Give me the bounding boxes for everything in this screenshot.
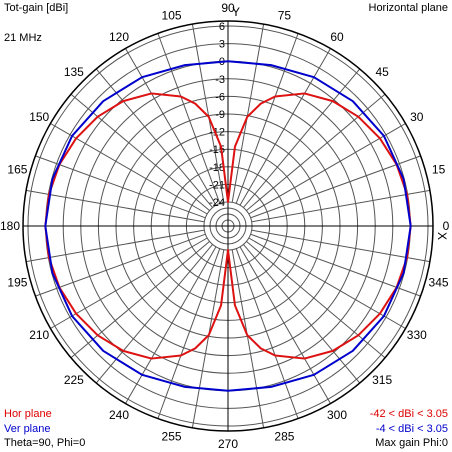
grid-spoke — [95, 68, 213, 208]
grid-spoke — [125, 246, 217, 404]
angle-label: 75 — [278, 8, 292, 22]
series-line-ver-plane — [44, 60, 412, 392]
radial-tick-label: 6 — [219, 21, 225, 33]
angle-label: 270 — [218, 437, 238, 451]
grid-spoke — [191, 24, 225, 203]
frequency-label: 21 MHz — [4, 32, 42, 44]
grid-spoke — [70, 93, 210, 211]
grid-spoke — [157, 33, 221, 204]
grid-spoke — [70, 241, 210, 359]
radial-tick-label: -6 — [215, 91, 225, 103]
angle-label: 345 — [429, 275, 449, 289]
grid-spoke — [239, 246, 331, 404]
grid-spoke — [251, 189, 430, 223]
legend-ver-plane: Ver plane — [4, 423, 51, 435]
grid-spoke — [235, 248, 299, 419]
hor-plane-range: -42 < dBi < 3.05 — [369, 408, 448, 420]
grid-spoke — [250, 155, 421, 219]
footer-max-gain: Max gain Phi:0 — [375, 437, 448, 449]
series-layer — [44, 60, 412, 392]
radial-tick-label: -3 — [215, 74, 225, 86]
angle-label: 315 — [372, 373, 392, 387]
grid-spoke — [26, 229, 205, 263]
grid-spoke — [231, 249, 265, 428]
angle-label: 135 — [64, 65, 84, 79]
plane-title: Horizontal plane — [368, 2, 449, 14]
gain-title: Tot-gain [dBi] — [4, 2, 69, 14]
angle-label: 165 — [7, 163, 27, 177]
angle-label: 90 — [221, 1, 235, 15]
grid-spoke — [239, 48, 331, 206]
angle-label: 60 — [330, 30, 344, 44]
grid-spoke — [35, 155, 206, 219]
angle-label: 330 — [407, 328, 427, 342]
radial-tick-label: -21 — [209, 179, 225, 191]
angle-label: 225 — [64, 373, 84, 387]
grid-spoke — [125, 48, 217, 206]
outer-circle — [22, 20, 434, 432]
grid-spoke — [95, 244, 213, 384]
legend-hor-plane: Hor plane — [4, 408, 52, 420]
grid-spoke — [243, 244, 361, 384]
angle-label: 105 — [162, 8, 182, 22]
radial-tick-label: -9 — [215, 109, 225, 121]
footer-theta-phi: Theta=90, Phi=0 — [4, 437, 86, 449]
angle-label: 195 — [7, 275, 27, 289]
radial-tick-label: -24 — [209, 197, 225, 209]
angle-label: 30 — [410, 110, 424, 124]
grid-spoke — [235, 33, 299, 204]
angle-label: 285 — [274, 430, 294, 444]
angle-label: 0 — [443, 219, 450, 233]
angle-label: 210 — [29, 328, 49, 342]
angle-label: 240 — [109, 408, 129, 422]
radial-tick-label: -18 — [209, 162, 225, 174]
angle-label: 150 — [29, 110, 49, 124]
grid-spoke — [250, 233, 421, 297]
angle-label: 120 — [109, 30, 129, 44]
grid-spoke — [243, 68, 361, 208]
angle-label: 15 — [432, 163, 446, 177]
radial-tick-label: 3 — [219, 39, 225, 51]
grid-spoke — [26, 189, 205, 223]
grid-spoke — [246, 93, 386, 211]
grid-spokes — [23, 21, 433, 431]
grid-spoke — [35, 233, 206, 297]
angle-label: 45 — [375, 65, 389, 79]
angle-label: 180 — [0, 219, 20, 233]
angle-label: 300 — [327, 408, 347, 422]
grid-spoke — [157, 248, 221, 419]
ver-plane-range: -4 < dBi < 3.05 — [375, 423, 448, 435]
grid-spoke — [246, 241, 386, 359]
angle-label: 255 — [162, 430, 182, 444]
y-axis-label: Y — [232, 5, 240, 19]
grid-spoke — [231, 24, 265, 203]
grid-spoke — [251, 229, 430, 263]
outer-ring — [22, 20, 434, 432]
x-axis-label: X — [435, 232, 449, 240]
grid-spoke — [191, 249, 225, 428]
